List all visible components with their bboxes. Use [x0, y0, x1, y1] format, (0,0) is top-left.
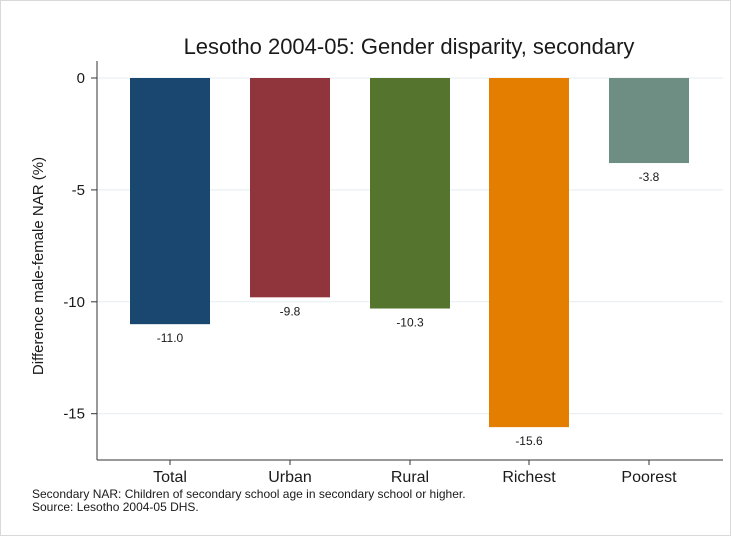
y-tick-label: -5 [72, 182, 85, 199]
x-tick-label: Richest [502, 469, 556, 486]
x-tick-label: Rural [391, 469, 429, 486]
x-axis: Total Urban Rural Richest Poorest [97, 459, 723, 486]
x-tick-label: Poorest [621, 469, 677, 486]
bar-total [130, 78, 210, 325]
bar-rural [370, 78, 450, 309]
bar-urban [250, 78, 330, 298]
bars [130, 78, 689, 428]
y-axis: 0 -5 -10 -15 [63, 61, 98, 460]
bar-richest [489, 78, 569, 428]
value-label: -10.3 [396, 316, 424, 330]
value-label: -11.0 [157, 331, 184, 345]
y-tick-label: -10 [63, 294, 85, 311]
x-tick-label: Total [153, 469, 187, 486]
chart-title: Lesotho 2004-05: Gender disparity, secon… [184, 34, 635, 59]
value-labels: -11.0 -9.8 -10.3 -15.6 -3.8 [157, 170, 660, 448]
y-tick-label: -15 [63, 406, 85, 423]
footnote-source: Source: Lesotho 2004-05 DHS. [32, 500, 199, 514]
value-label: -15.6 [515, 434, 543, 448]
y-axis-label: Difference male-female NAR (%) [30, 157, 47, 375]
bar-poorest [609, 78, 689, 164]
value-label: -9.8 [280, 304, 301, 318]
value-label: -3.8 [639, 170, 660, 184]
footnote-definition: Secondary NAR: Children of secondary sch… [32, 487, 466, 501]
y-tick-label: 0 [77, 70, 85, 87]
x-tick-label: Urban [268, 469, 312, 486]
